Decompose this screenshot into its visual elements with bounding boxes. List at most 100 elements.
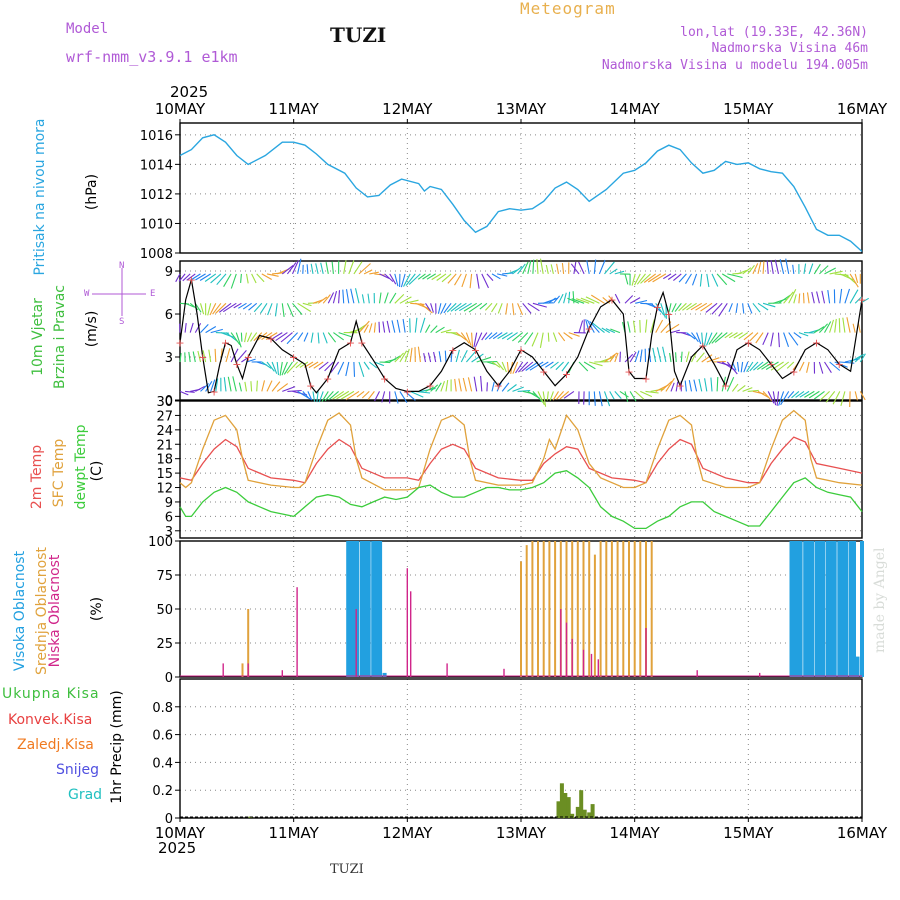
wind-arrow xyxy=(859,391,866,401)
wind-arrow xyxy=(849,289,859,304)
wind-arrow xyxy=(423,352,427,363)
x-tick-label-top: 13MAY xyxy=(496,100,547,118)
wind-arrow xyxy=(808,263,814,275)
wind-arrow xyxy=(670,382,675,392)
wind-arrow xyxy=(373,322,376,333)
y-tick-label: 9 xyxy=(165,496,173,511)
altitude-label: Nadmorska Visina 46m xyxy=(711,41,868,56)
wind-arrow xyxy=(394,352,404,363)
wind-arrow xyxy=(770,332,774,347)
wind-arrow xyxy=(806,361,810,373)
wind-arrow xyxy=(813,390,825,400)
footer-station: TUZI xyxy=(330,862,364,877)
wind-arrow xyxy=(501,361,507,373)
wind-arrow xyxy=(603,391,611,407)
wind-arrow xyxy=(675,352,677,363)
wind-arrow xyxy=(189,322,194,333)
wind-arrow xyxy=(394,294,405,304)
wind-arrow xyxy=(819,265,829,275)
wind-arrow xyxy=(506,361,510,374)
wind-arrow xyxy=(808,390,820,399)
wind-arrow xyxy=(491,381,495,392)
wind-arrow xyxy=(210,273,222,284)
wind-arrow xyxy=(223,302,237,313)
wind-arrow xyxy=(589,320,600,333)
wind-arrow xyxy=(711,360,726,363)
wind-arrow xyxy=(627,321,631,333)
wind-arrow xyxy=(832,391,841,405)
x-tick-label-bottom: 12MAY xyxy=(382,824,433,842)
y-tick-label: 0 xyxy=(165,394,173,409)
wind-arrow xyxy=(205,381,213,392)
wind-arrow xyxy=(179,353,182,363)
x-tick-label-bottom: 14MAY xyxy=(610,824,661,842)
wind-arrow xyxy=(726,361,738,375)
wind-arrow xyxy=(684,380,687,392)
wind-arrow xyxy=(705,332,713,346)
wind-gust-marker: + xyxy=(607,294,616,307)
wind-arrow xyxy=(644,319,648,333)
wind-arrow xyxy=(506,332,518,341)
precip-bar xyxy=(566,797,571,818)
wind-arrow xyxy=(678,273,687,283)
wind-arrow xyxy=(517,389,531,392)
y-tick-label: 9 xyxy=(165,265,173,280)
wind-arrow xyxy=(386,320,391,333)
wind-arrow xyxy=(834,318,837,333)
wind-arrow xyxy=(668,303,672,313)
wind-arrow xyxy=(591,294,605,304)
wind-arrow xyxy=(770,361,784,371)
wind-arrow xyxy=(783,332,790,347)
wind-arrow xyxy=(746,361,754,372)
wind-arrow xyxy=(716,361,732,367)
wind-arrow xyxy=(435,326,445,334)
wind-arrow xyxy=(245,273,249,284)
wind-arrow xyxy=(721,273,736,283)
wind-arrow xyxy=(609,391,615,400)
wind-arrow xyxy=(215,302,227,314)
wind-arrow xyxy=(194,303,202,313)
wind-arrow xyxy=(859,353,866,363)
wind-arrow xyxy=(811,291,815,304)
wind-arrow xyxy=(282,386,296,392)
y-tick-label: 18 xyxy=(156,453,173,468)
wind-arrow xyxy=(476,273,480,289)
wind-arrow xyxy=(188,351,191,363)
y-tick-label: 50 xyxy=(156,603,173,618)
wind-arrow xyxy=(324,361,334,372)
lonlat-label: lon,lat (19.33E, 42.36N) xyxy=(680,25,868,40)
wind-arrow xyxy=(455,332,467,341)
legend-frozen-precip: Zaledj.Kisa xyxy=(17,737,94,753)
wind-arrow xyxy=(409,347,413,363)
wind-arrow xyxy=(374,361,385,367)
wind-arrow xyxy=(634,273,641,286)
wind-arrow xyxy=(400,273,406,288)
wind-arrow xyxy=(356,390,365,398)
wind-arrow xyxy=(555,391,565,400)
wind-arrow xyxy=(704,378,708,392)
wind-arrow xyxy=(445,380,449,392)
wind-arrow xyxy=(624,353,634,363)
wind-arrow xyxy=(711,332,723,344)
wind-arrow xyxy=(686,332,696,340)
wind-arrow xyxy=(652,347,657,363)
wind-arrow xyxy=(471,332,474,348)
wind-arrow xyxy=(458,378,462,392)
wind-arrow xyxy=(846,317,851,333)
wind-arrow xyxy=(486,382,488,392)
wind-arrow xyxy=(474,332,483,348)
wind-arrow xyxy=(233,302,242,309)
model-label: Model xyxy=(66,21,109,37)
wind-arrow xyxy=(838,318,841,333)
y-tick-label: 1010 xyxy=(140,217,173,232)
wind-arrow xyxy=(369,271,379,275)
wind-arrow xyxy=(761,361,774,370)
wind-gust-marker: + xyxy=(664,308,673,321)
wind-arrow xyxy=(194,323,202,333)
wind-arrow xyxy=(619,351,621,363)
wind-arrow xyxy=(248,302,258,311)
x-tick-label-top: 11MAY xyxy=(269,100,320,118)
temp-2m-line xyxy=(179,436,863,484)
wind-arrow xyxy=(256,273,265,283)
wind-arrow xyxy=(378,292,382,304)
